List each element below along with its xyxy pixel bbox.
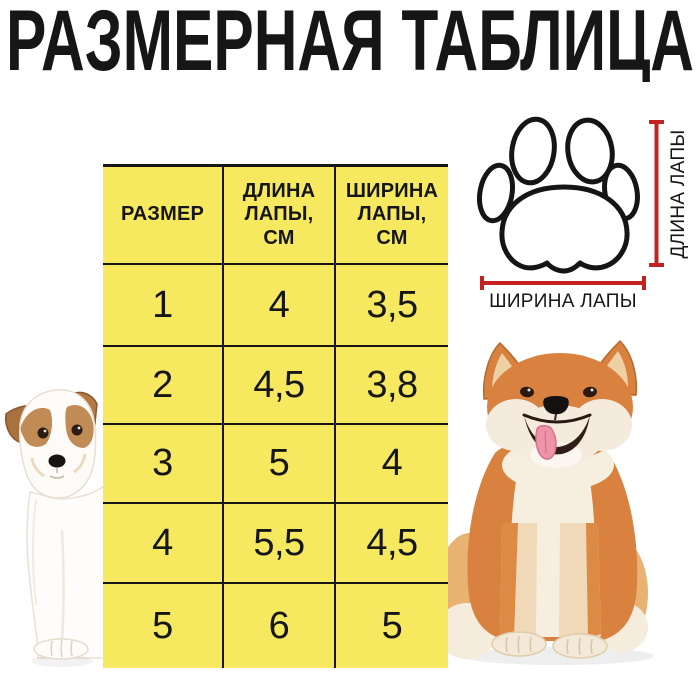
row3-length: 5 [222,423,334,502]
row2-size: 2 [103,345,222,423]
page-title: РАЗМЕРНАЯ ТАБЛИЦА [6,0,694,82]
paw-print-icon [477,116,640,274]
col-header-paw-length: ДЛИНА ЛАПЫ, СМ [222,167,334,263]
jack-russell-dog-photo [4,389,105,667]
col-header-size: РАЗМЕР [120,203,205,226]
row5-width: 5 [334,582,448,668]
col-header-paw-width: ШИРИНА ЛАПЫ, СМ [334,167,448,263]
row4-width: 4,5 [334,502,448,582]
row4-size: 4 [103,502,222,582]
length-dimension-label: ДЛИНА ЛАПЫ [668,129,689,258]
row4-length: 5,5 [222,502,334,582]
width-dimension-line [480,276,646,290]
length-dimension-line [649,120,664,267]
width-dimension-label: ШИРИНА ЛАПЫ [489,291,637,312]
row5-length: 6 [222,582,334,668]
row5-size: 5 [103,582,222,668]
row1-length: 4 [222,263,334,345]
row2-width: 3,8 [334,345,448,423]
paw-measurement-diagram: ДЛИНА ЛАПЫ ШИРИНА ЛАПЫ [477,116,689,312]
row2-length: 4,5 [222,345,334,423]
shiba-inu-dog-photo [440,339,654,665]
row3-width: 4 [334,423,448,502]
row1-size: 1 [103,263,222,345]
page-title-block: РАЗМЕРНАЯ ТАБЛИЦА [6,0,694,82]
row3-size: 3 [103,423,222,502]
row1-width: 3,5 [334,263,448,345]
size-table: РАЗМЕР ДЛИНА ЛАПЫ, СМ ШИРИНА ЛАПЫ, СМ 1 … [103,164,448,668]
